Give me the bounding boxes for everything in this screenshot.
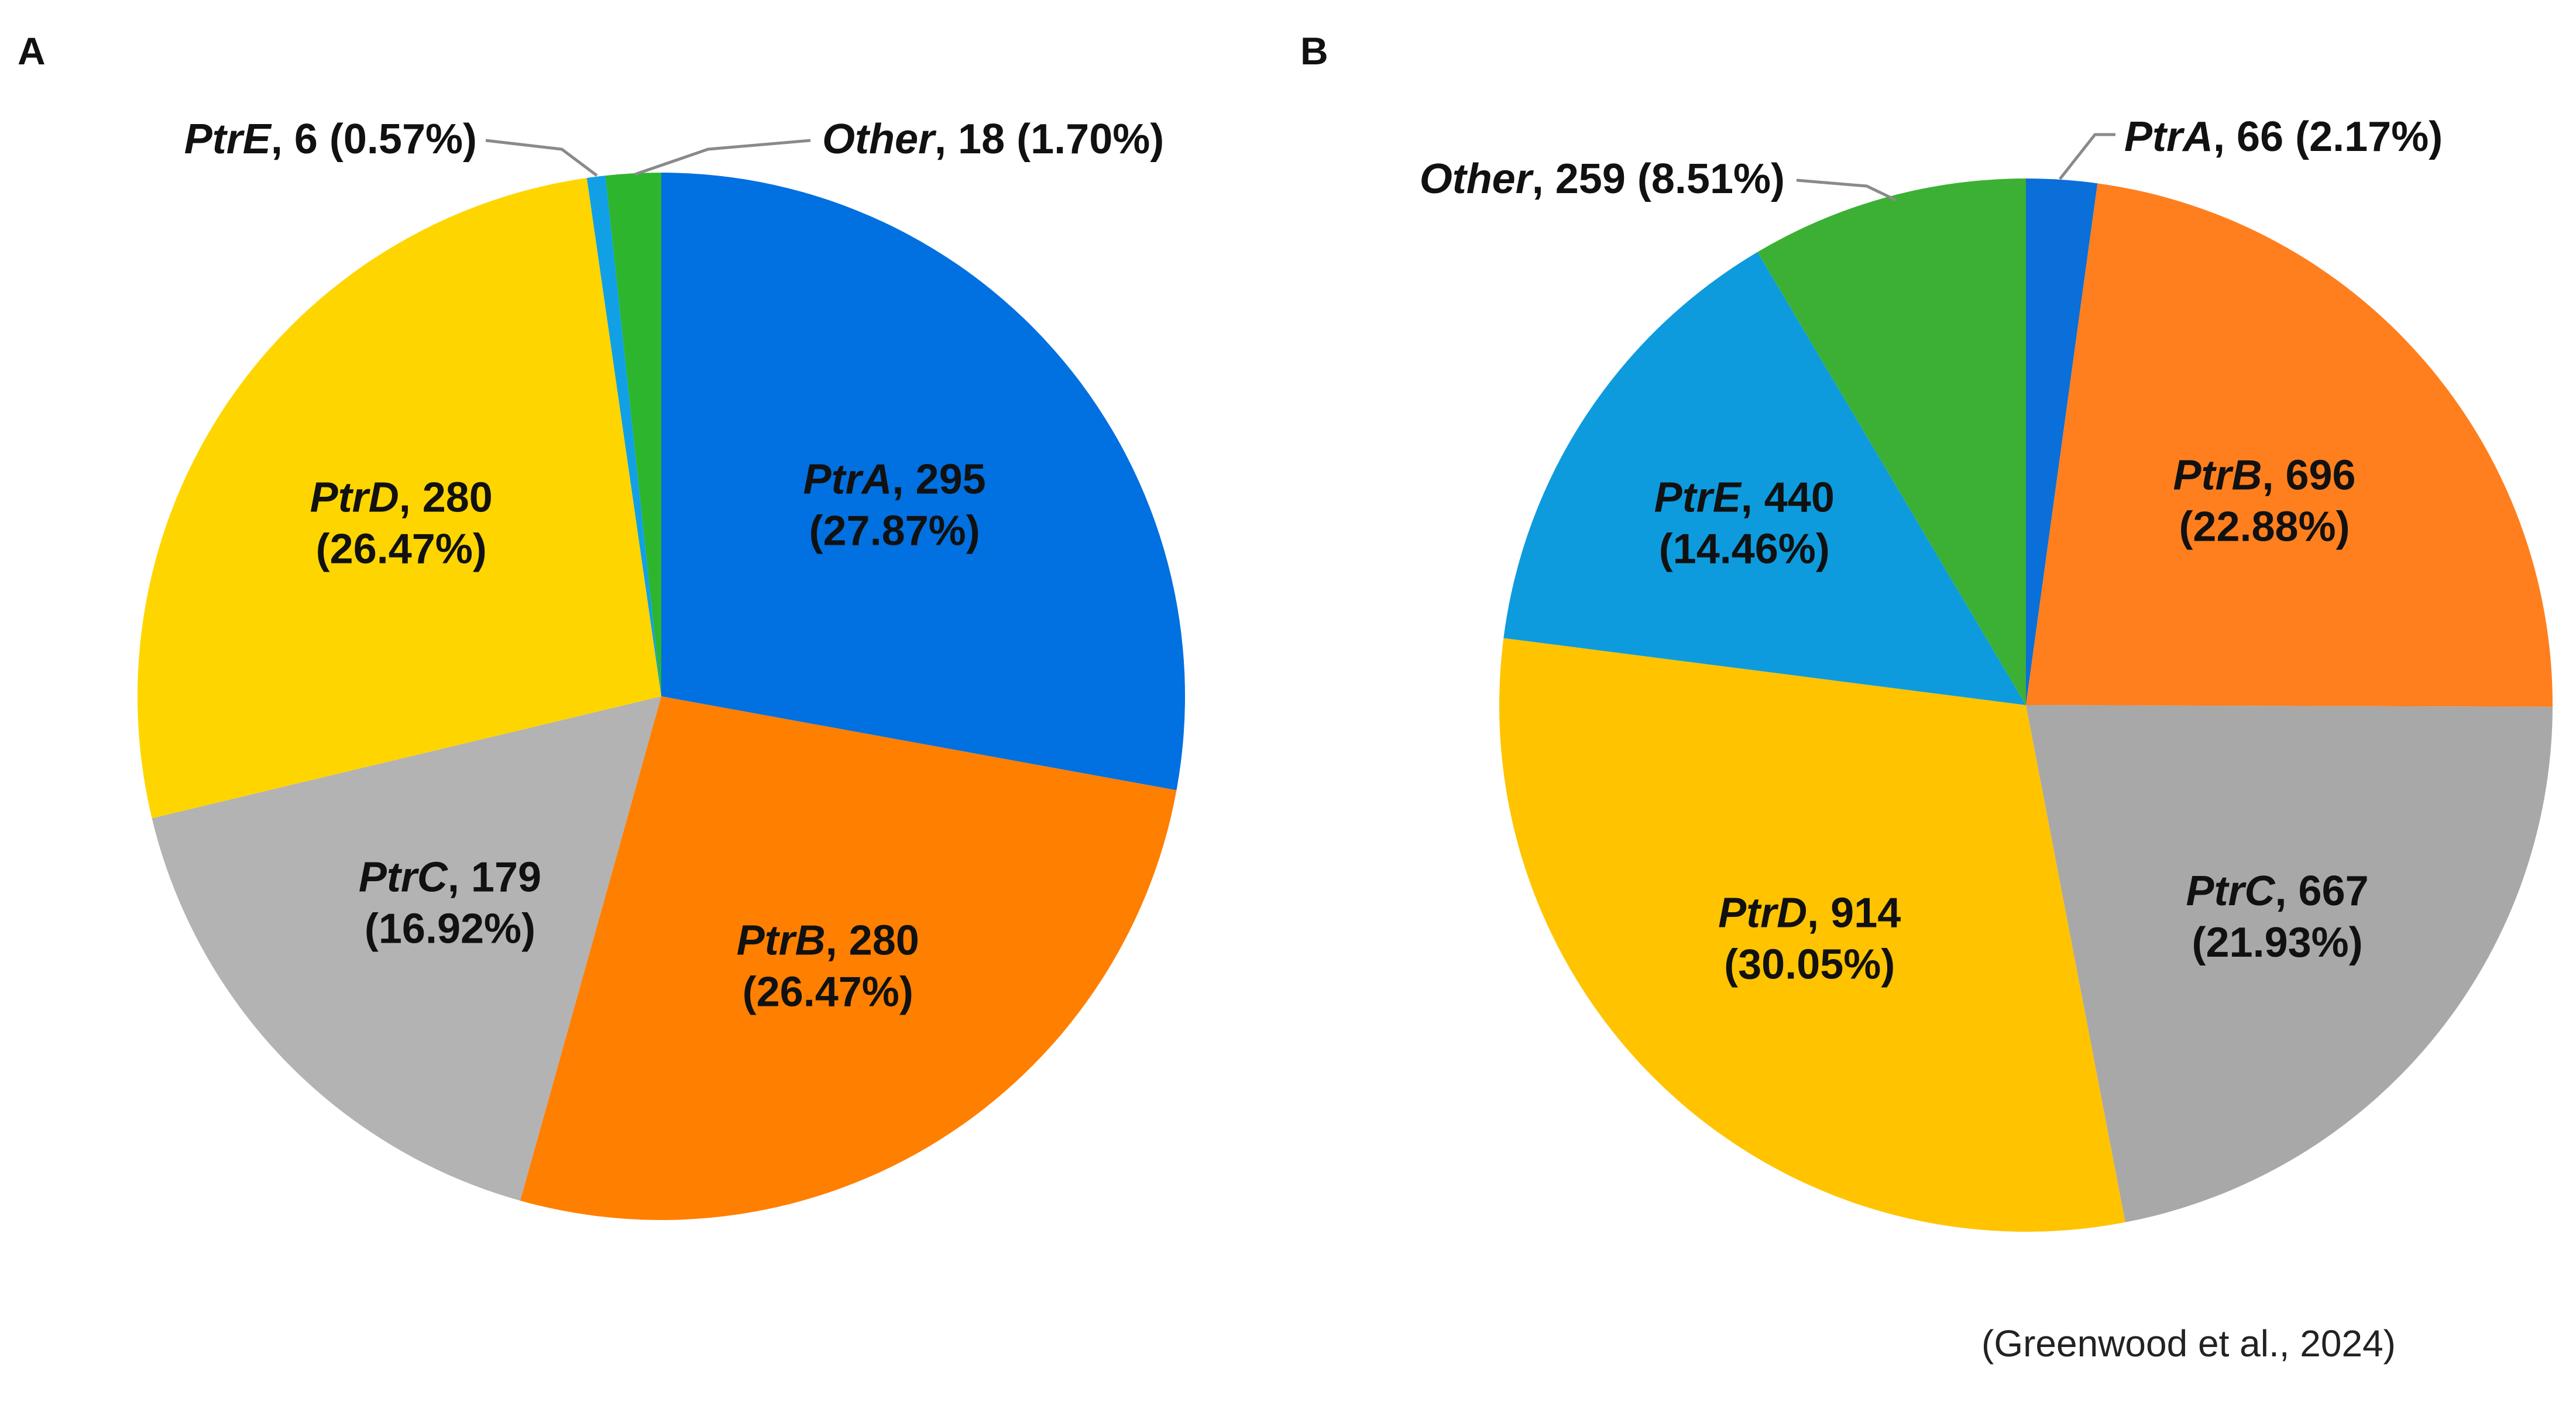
slice-name: PtrD xyxy=(310,474,399,521)
slice-label-ptra: PtrA, 295 (27.87%) xyxy=(803,456,986,554)
slice-percent: (16.92%) xyxy=(365,906,535,953)
slice-percent: (1.70%) xyxy=(1005,116,1164,163)
slice-percent: (26.47%) xyxy=(743,968,913,1015)
slice-name: PtrC xyxy=(359,854,448,901)
slice-count: , 66 xyxy=(2213,114,2283,160)
source-note: (Greenwood et al., 2024) xyxy=(1981,1322,2396,1365)
pie-slice-ptrd xyxy=(138,178,661,819)
slice-label-ptrb: PtrB, 280 (26.47%) xyxy=(737,917,919,1015)
pie-slice-ptra xyxy=(661,173,1186,791)
pie-slice-ptrb xyxy=(520,696,1177,1220)
slice-count: , 280 xyxy=(399,474,493,521)
slice-name: PtrE xyxy=(184,116,272,163)
pie-chart-a: PtrA, 295 (27.87%)PtrB, 280 (26.47%)PtrC, … xyxy=(138,116,1186,1220)
slice-label-ptrd: PtrD, 280 (26.47%) xyxy=(310,474,493,572)
leader-line-other xyxy=(1796,178,1897,202)
slice-label-ptrd: PtrD, 914 (30.05%) xyxy=(1718,890,1901,988)
slice-count: , 696 xyxy=(2262,452,2355,499)
slice-count: , 280 xyxy=(826,917,919,964)
slice-percent: (8.51%) xyxy=(1626,156,1785,202)
leader-line-other xyxy=(634,139,811,176)
slice-label-ptrc: PtrC, 179 (16.92%) xyxy=(359,854,541,953)
slice-name: PtrD xyxy=(1718,890,1807,937)
leader-line-ptre xyxy=(485,139,598,177)
slice-count: , 295 xyxy=(892,456,986,503)
slice-name: PtrB xyxy=(737,917,826,964)
slice-name: PtrB xyxy=(2173,452,2262,499)
slice-name: Other xyxy=(1420,156,1534,202)
leader-line-ptra xyxy=(2059,133,2115,180)
slice-label-other: Other, 18 (1.70%) xyxy=(822,116,1164,163)
slice-count: , 179 xyxy=(448,854,541,901)
slice-count: , 667 xyxy=(2275,868,2369,915)
slice-count: , 259 xyxy=(1532,156,1626,202)
pie-chart-b: PtrA, 66 (2.17%)PtrB, 696 (22.88%)PtrC, 6… xyxy=(1420,114,2553,1232)
pie-slice-ptrc xyxy=(152,696,662,1201)
slice-percent: (2.17%) xyxy=(2283,114,2443,160)
slice-label-ptra: PtrA, 66 (2.17%) xyxy=(2124,114,2443,160)
slice-label-ptre: PtrE, 440 (14.46%) xyxy=(1654,474,1835,572)
slice-percent: (30.05%) xyxy=(1724,941,1895,988)
slice-label-ptrb: PtrB, 696 (22.88%) xyxy=(2173,452,2355,551)
slice-name: PtrA xyxy=(2124,114,2213,160)
slice-count: , 440 xyxy=(1741,474,1835,521)
slice-name: PtrE xyxy=(1654,474,1742,521)
slice-label-other: Other, 259 (8.51%) xyxy=(1420,156,1785,202)
slice-percent: (26.47%) xyxy=(316,525,487,572)
slice-percent: (27.87%) xyxy=(809,507,980,554)
slice-percent: (0.57%) xyxy=(318,116,477,163)
slice-name: Other xyxy=(822,116,937,163)
panel-letter-a: A xyxy=(18,29,46,73)
slice-count: , 914 xyxy=(1807,890,1901,937)
slice-label-ptrc: PtrC, 667 (21.93%) xyxy=(2186,868,2369,966)
panel-letter-b: B xyxy=(1300,29,1328,73)
pie-slice-ptrc xyxy=(2026,705,2553,1222)
pie-slice-ptra xyxy=(2026,178,2098,705)
slice-count: , 6 xyxy=(271,116,318,163)
pie-slice-ptrd xyxy=(1499,638,2125,1232)
slice-count: , 18 xyxy=(935,116,1005,163)
slice-label-ptre: PtrE, 6 (0.57%) xyxy=(184,116,477,163)
pie-slice-other xyxy=(1757,178,2026,705)
slice-percent: (22.88%) xyxy=(2179,504,2350,551)
pie-slice-other xyxy=(605,173,661,696)
slice-percent: (21.93%) xyxy=(2192,919,2363,966)
pie-slice-ptrb xyxy=(2026,183,2553,707)
pie-slice-ptre xyxy=(1503,252,2026,705)
slice-name: PtrA xyxy=(803,456,892,503)
slice-name: PtrC xyxy=(2186,868,2276,915)
pie-slice-ptre xyxy=(586,176,661,697)
slice-percent: (14.46%) xyxy=(1659,525,1830,572)
